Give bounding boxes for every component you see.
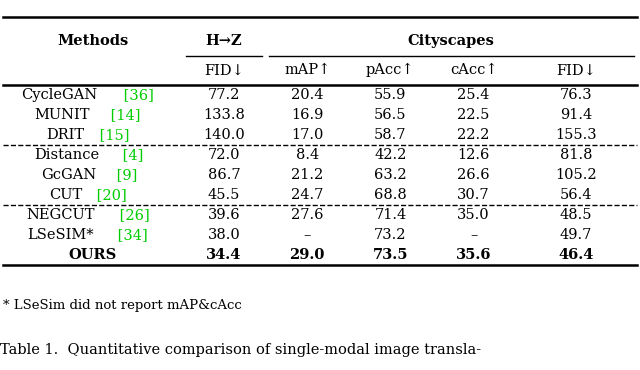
Text: 77.2: 77.2 — [208, 88, 240, 102]
Text: 12.6: 12.6 — [458, 148, 490, 162]
Text: 34.4: 34.4 — [206, 248, 242, 262]
Text: [34]: [34] — [113, 228, 148, 242]
Text: 27.6: 27.6 — [291, 208, 323, 222]
Text: cAcc↑: cAcc↑ — [450, 63, 497, 77]
Text: 68.8: 68.8 — [374, 188, 407, 202]
Text: Methods: Methods — [57, 34, 129, 48]
Text: pAcc↑: pAcc↑ — [366, 63, 415, 77]
Text: GcGAN: GcGAN — [41, 168, 96, 182]
Text: 16.9: 16.9 — [291, 108, 323, 122]
Text: 105.2: 105.2 — [555, 168, 597, 182]
Text: 155.3: 155.3 — [555, 128, 597, 142]
Text: 49.7: 49.7 — [560, 228, 592, 242]
Text: [20]: [20] — [92, 188, 127, 202]
Text: 72.0: 72.0 — [208, 148, 240, 162]
Text: 42.2: 42.2 — [374, 148, 406, 162]
Text: 56.4: 56.4 — [560, 188, 592, 202]
Text: 76.3: 76.3 — [560, 88, 592, 102]
Text: Cityscapes: Cityscapes — [408, 34, 495, 48]
Text: –: – — [470, 228, 477, 242]
Text: 56.5: 56.5 — [374, 108, 406, 122]
Text: [9]: [9] — [112, 168, 138, 182]
Text: FID↓: FID↓ — [204, 63, 244, 77]
Text: FID↓: FID↓ — [556, 63, 596, 77]
Text: 140.0: 140.0 — [203, 128, 245, 142]
Text: 45.5: 45.5 — [208, 188, 240, 202]
Text: [26]: [26] — [115, 208, 149, 222]
Text: 39.6: 39.6 — [208, 208, 240, 222]
Text: OURS: OURS — [68, 248, 117, 262]
Text: 71.4: 71.4 — [374, 208, 406, 222]
Text: 63.2: 63.2 — [374, 168, 406, 182]
Text: [14]: [14] — [106, 108, 141, 122]
Text: 86.7: 86.7 — [208, 168, 240, 182]
Text: 25.4: 25.4 — [458, 88, 490, 102]
Text: 133.8: 133.8 — [203, 108, 245, 122]
Text: CUT: CUT — [49, 188, 82, 202]
Text: 22.5: 22.5 — [458, 108, 490, 122]
Text: DRIT: DRIT — [46, 128, 84, 142]
Text: 35.0: 35.0 — [458, 208, 490, 222]
Text: 17.0: 17.0 — [291, 128, 323, 142]
Text: 8.4: 8.4 — [296, 148, 319, 162]
Text: CycleGAN: CycleGAN — [21, 88, 97, 102]
Text: 91.4: 91.4 — [560, 108, 592, 122]
Text: * LSeSim did not report mAP&cAcc: * LSeSim did not report mAP&cAcc — [3, 299, 242, 312]
Text: 22.2: 22.2 — [458, 128, 490, 142]
Text: 73.2: 73.2 — [374, 228, 406, 242]
Text: Distance: Distance — [35, 148, 100, 162]
Text: Table 1.  Quantitative comparison of single-modal image transla-: Table 1. Quantitative comparison of sing… — [0, 343, 481, 357]
Text: 73.5: 73.5 — [372, 248, 408, 262]
Text: 48.5: 48.5 — [560, 208, 592, 222]
Text: 20.4: 20.4 — [291, 88, 323, 102]
Text: 21.2: 21.2 — [291, 168, 323, 182]
Text: H→Z: H→Z — [205, 34, 243, 48]
Text: [15]: [15] — [95, 128, 130, 142]
Text: 46.4: 46.4 — [558, 248, 594, 262]
Text: 58.7: 58.7 — [374, 128, 406, 142]
Text: 35.6: 35.6 — [456, 248, 492, 262]
Text: 24.7: 24.7 — [291, 188, 323, 202]
Text: 55.9: 55.9 — [374, 88, 406, 102]
Text: –: – — [303, 228, 311, 242]
Text: 30.7: 30.7 — [458, 188, 490, 202]
Text: 29.0: 29.0 — [289, 248, 325, 262]
Text: 38.0: 38.0 — [207, 228, 241, 242]
Text: 26.6: 26.6 — [458, 168, 490, 182]
Text: NEGCUT: NEGCUT — [26, 208, 95, 222]
Text: MUNIT: MUNIT — [35, 108, 90, 122]
Text: [4]: [4] — [118, 148, 144, 162]
Text: [36]: [36] — [120, 88, 154, 102]
Text: 81.8: 81.8 — [560, 148, 592, 162]
Text: mAP↑: mAP↑ — [284, 63, 330, 77]
Text: LSeSIM*: LSeSIM* — [28, 228, 94, 242]
